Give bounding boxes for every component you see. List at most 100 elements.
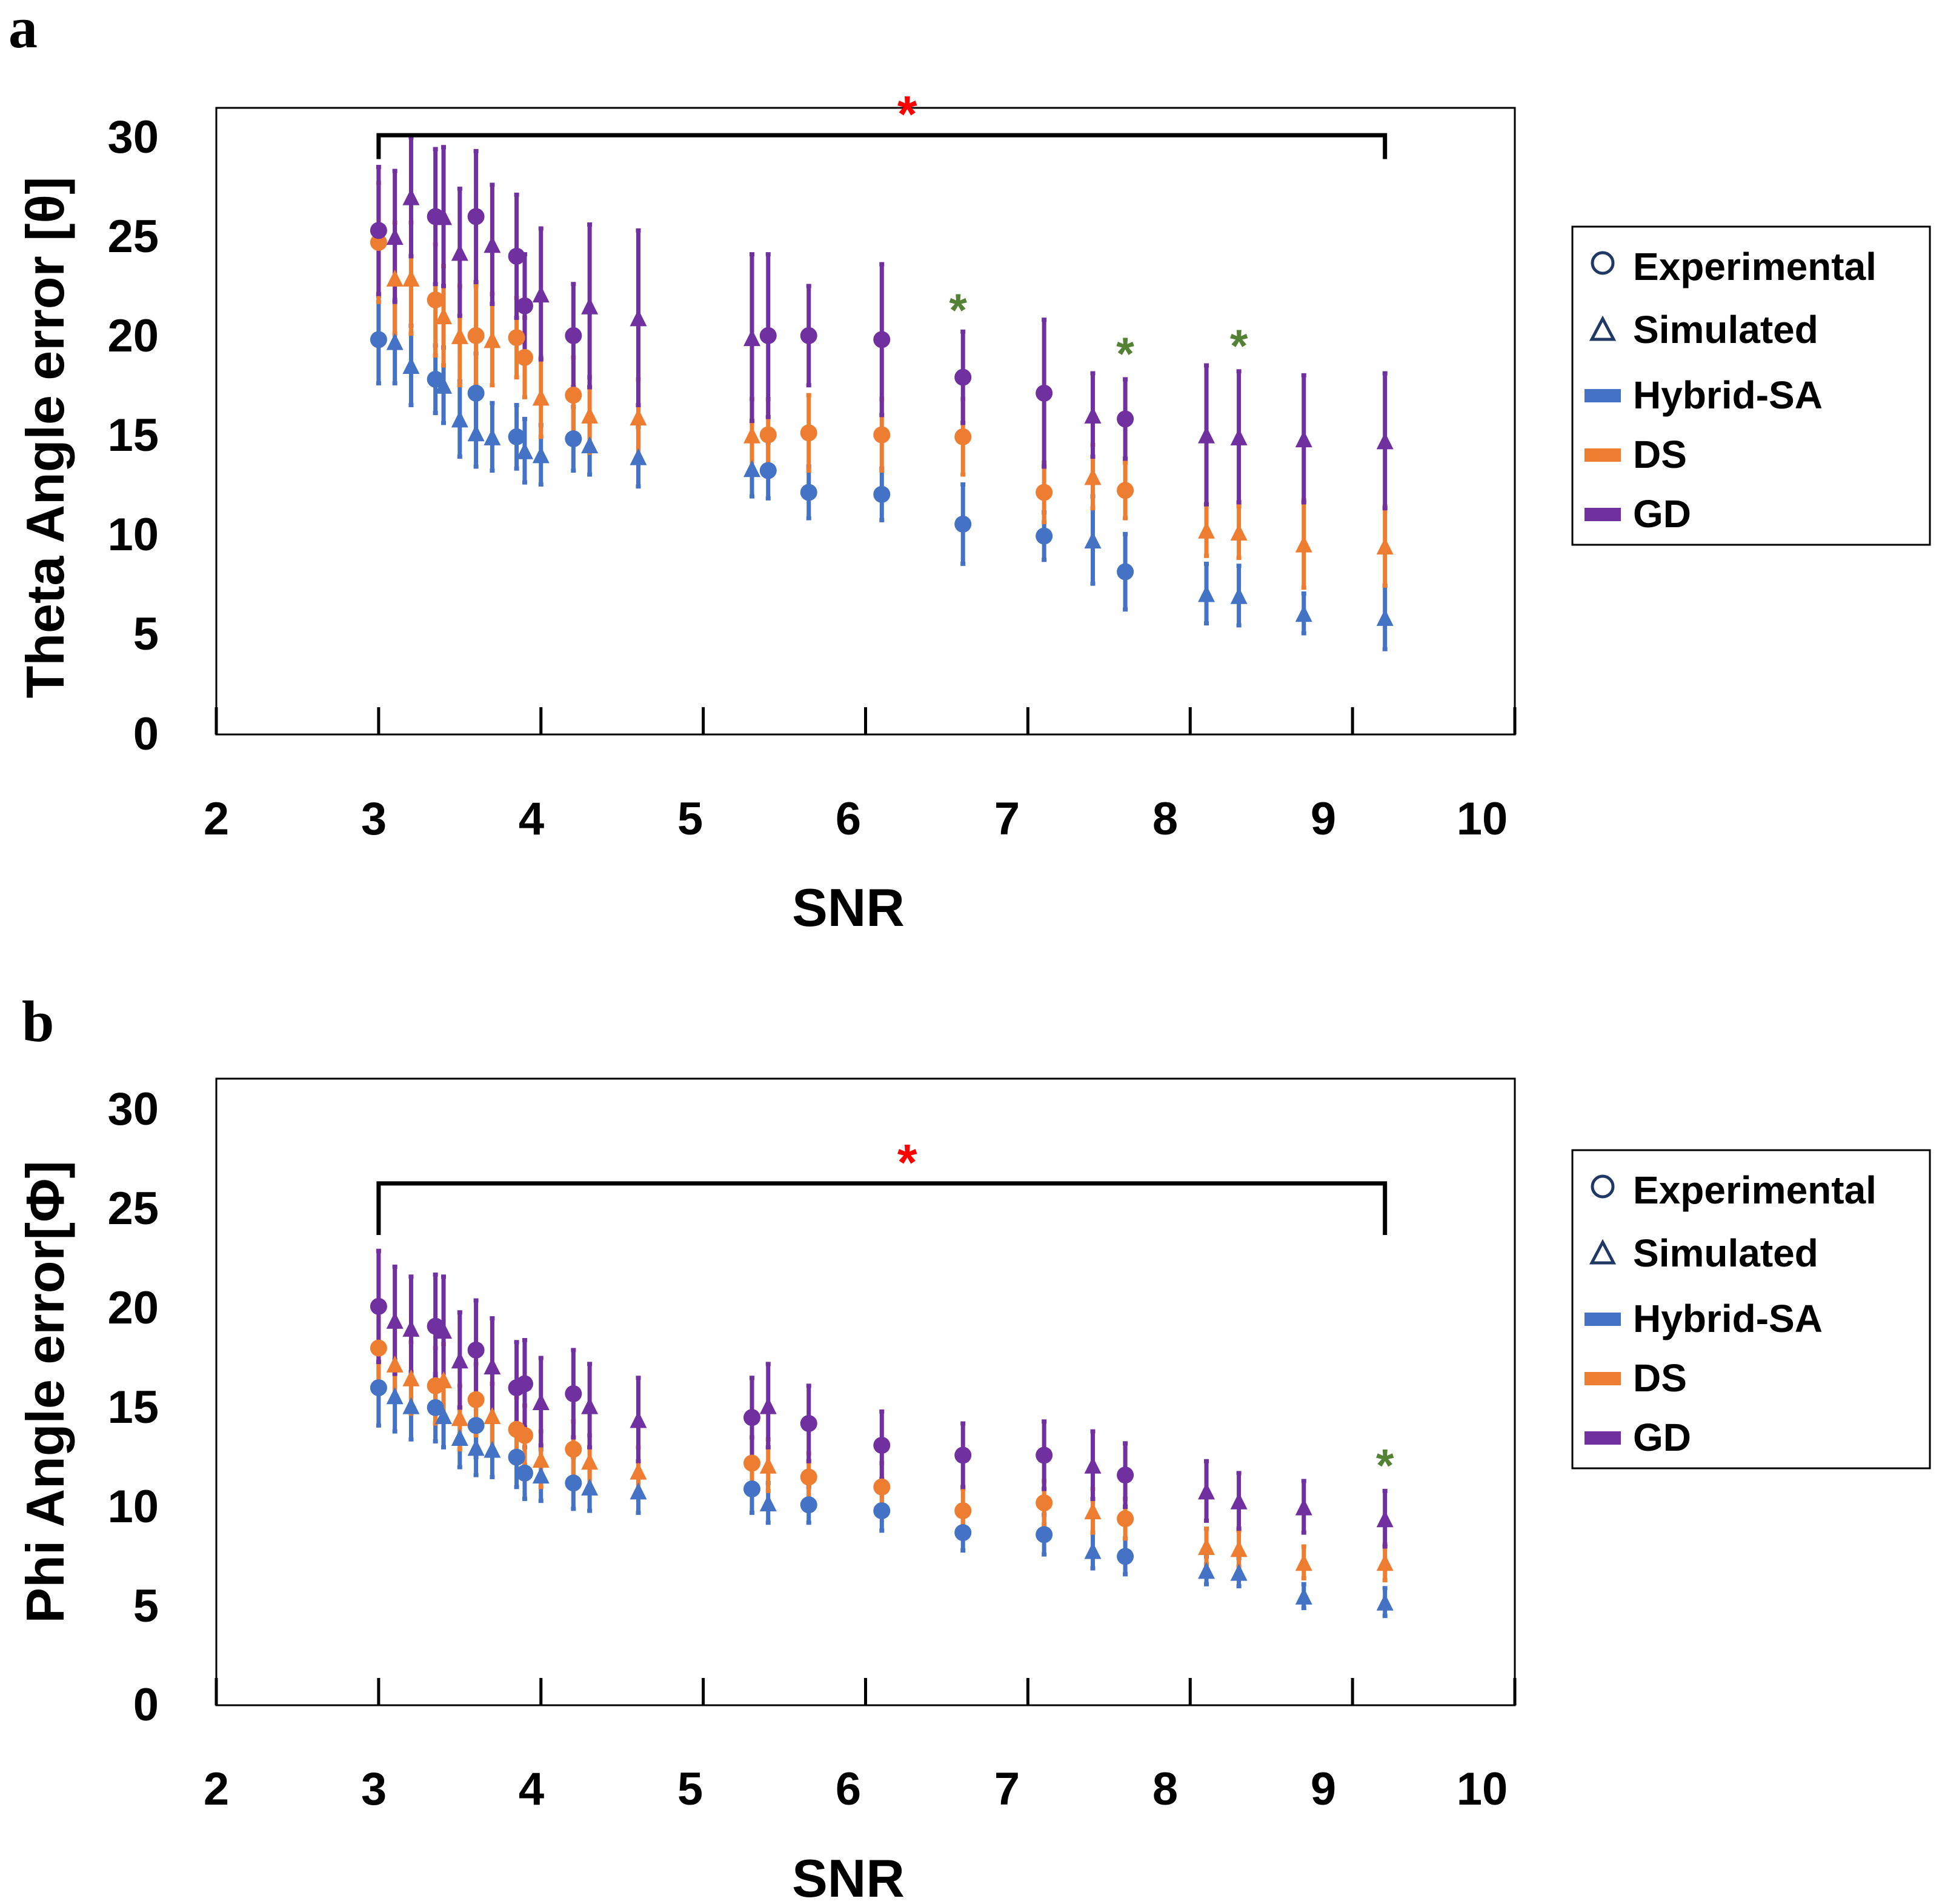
data-point-simulated	[1198, 1538, 1215, 1556]
data-point-simulated	[435, 1322, 453, 1339]
data-point-simulated	[402, 1319, 420, 1337]
data-point-simulated	[516, 442, 533, 459]
data-point-simulated	[581, 1478, 599, 1496]
y-tick-label: 20	[107, 1282, 159, 1334]
data-point-simulated	[467, 424, 485, 442]
data-point-simulated	[1376, 1554, 1394, 1571]
data-point-experimental	[508, 428, 525, 445]
data-point-simulated	[1084, 406, 1102, 424]
data-point-experimental	[873, 1478, 891, 1496]
data-point-experimental	[954, 1524, 972, 1542]
legend-swatch-hybrid	[1585, 1313, 1621, 1326]
panel-a: a 0 5 10 15 20 25 30 2 3 4 5 6 7 8 9 10 …	[8, 0, 1931, 937]
data-point-simulated	[1230, 587, 1248, 604]
x-tick-label: 2	[204, 793, 229, 845]
data-point-simulated	[759, 1494, 777, 1512]
data-point-simulated	[451, 244, 468, 261]
data-point-experimental	[467, 384, 485, 402]
circle-marker-icon	[1591, 251, 1615, 275]
data-point-simulated	[1084, 531, 1102, 549]
data-point-simulated	[532, 285, 550, 303]
data-point-simulated	[1295, 1554, 1312, 1571]
data-point-simulated	[451, 327, 468, 344]
data-point-simulated	[386, 333, 404, 350]
significance-bracket	[376, 1181, 1388, 1235]
y-axis-title-a: Theta Angle error [θ]	[15, 177, 75, 699]
data-point-experimental	[759, 462, 777, 479]
data-point-simulated	[1230, 1563, 1248, 1581]
data-point-simulated	[1295, 1587, 1312, 1605]
data-point-experimental	[873, 1502, 891, 1520]
data-point-simulated	[402, 1397, 420, 1414]
legend-box	[1571, 225, 1931, 546]
data-point-experimental	[873, 331, 891, 348]
data-point-simulated	[630, 1482, 647, 1500]
legend-swatch-ds	[1585, 1372, 1621, 1385]
data-point-simulated	[532, 1466, 550, 1484]
x-tick-label: 8	[1152, 1763, 1178, 1815]
x-tick-label: 4	[519, 793, 544, 845]
significance-star-green: *	[1230, 321, 1248, 372]
data-point-simulated	[630, 309, 647, 327]
legend-label-hybrid: Hybrid-SA	[1633, 373, 1823, 417]
data-point-simulated	[451, 1409, 468, 1426]
data-point-experimental	[1117, 1548, 1134, 1565]
data-point-experimental	[467, 1341, 485, 1359]
data-point-simulated	[386, 1387, 404, 1405]
y-tick-label: 15	[107, 410, 159, 461]
data-point-simulated	[1230, 428, 1248, 445]
data-point-simulated	[759, 1456, 777, 1474]
data-point-simulated	[1295, 605, 1312, 622]
data-point-simulated	[1295, 430, 1312, 448]
data-point-experimental	[370, 233, 387, 251]
legend-label-hybrid: Hybrid-SA	[1633, 1297, 1823, 1340]
y-axis-title-b: Phi Angle error[Φ]	[15, 1160, 75, 1623]
data-point-experimental	[954, 1446, 972, 1464]
x-tick-label: 10	[1457, 1763, 1508, 1815]
data-point-simulated	[435, 208, 453, 225]
data-point-simulated	[1084, 468, 1102, 485]
data-point-experimental	[954, 368, 972, 386]
data-point-experimental	[565, 430, 582, 448]
data-point-simulated	[630, 1411, 647, 1428]
data-point-experimental	[516, 1426, 533, 1444]
data-point-experimental	[800, 424, 817, 442]
y-tick-label: 0	[133, 708, 159, 760]
data-point-experimental	[427, 291, 444, 308]
data-point-experimental	[1036, 527, 1053, 545]
x-tick-label: 7	[994, 793, 1020, 845]
data-point-simulated	[1295, 535, 1312, 553]
triangle-marker-icon	[1589, 1239, 1617, 1265]
data-point-experimental	[743, 1409, 760, 1426]
chart-marks-b: **	[214, 1134, 1517, 1705]
data-point-experimental	[954, 1502, 972, 1520]
data-point-simulated	[581, 297, 599, 315]
legend-label-ds: DS	[1633, 1356, 1687, 1400]
data-point-simulated	[484, 331, 501, 348]
data-point-simulated	[1198, 521, 1215, 539]
legend-label-gd: GD	[1633, 492, 1691, 536]
legend-swatch-gd	[1585, 1431, 1621, 1445]
data-point-experimental	[1036, 484, 1053, 501]
legend-label-ds: DS	[1633, 433, 1687, 476]
y-tick-label: 25	[107, 211, 159, 262]
data-point-simulated	[743, 460, 760, 478]
data-point-simulated	[451, 1428, 468, 1446]
x-tick-label: 6	[836, 793, 861, 845]
data-point-simulated	[630, 1462, 647, 1480]
data-point-simulated	[581, 1453, 599, 1470]
data-point-simulated	[402, 188, 420, 205]
data-point-simulated	[1198, 1482, 1215, 1500]
data-point-experimental	[954, 515, 972, 533]
x-tick-label: 5	[677, 1763, 703, 1815]
data-point-simulated	[1198, 426, 1215, 444]
data-point-experimental	[467, 327, 485, 344]
data-point-simulated	[532, 1450, 550, 1468]
data-point-experimental	[743, 1480, 760, 1498]
data-point-experimental	[1036, 384, 1053, 402]
circle-marker-icon	[1591, 1174, 1615, 1199]
data-point-experimental	[516, 1375, 533, 1393]
legend-label-gd: GD	[1633, 1416, 1691, 1459]
data-point-experimental	[508, 1448, 525, 1466]
x-ticks-a: 2 3 4 5 6 7 8 9 10	[204, 793, 1508, 845]
